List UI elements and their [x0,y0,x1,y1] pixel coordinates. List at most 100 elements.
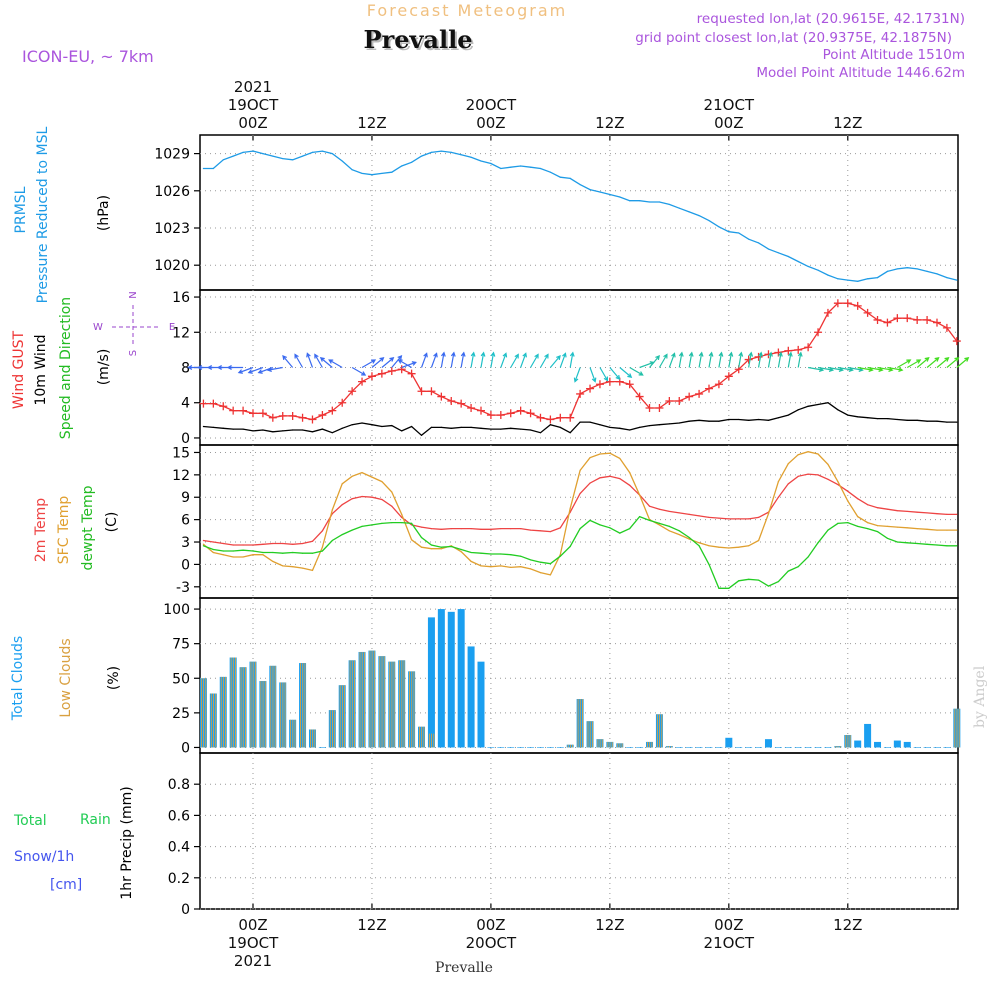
series-dewpt-temp-point [301,552,304,554]
low-cloud-bar [651,741,653,748]
series-prmsl-point [886,270,889,272]
series-prmsl-point [698,215,700,217]
series-dewpt-temp-point [292,551,294,554]
series-2m-temp-point [272,542,274,545]
wind-arrow [237,366,254,374]
series-prmsl-point [579,184,581,186]
series-10m-wind-point [579,421,581,423]
total-cloud-bar [725,737,733,748]
series-dewpt-temp-point [639,516,641,518]
series-dewpt-temp [203,515,957,589]
series-2m-temp-point [738,518,740,520]
low-cloud-bar [403,660,405,748]
low-cloud-bar [399,660,401,748]
y-tick-label: 6 [181,513,190,529]
wind-arrow [688,351,694,368]
low-cloud-bar [203,678,205,748]
gust-point [685,392,694,401]
y-tick-label: 8 [181,361,190,377]
series-sfc-temp-point [222,554,224,556]
low-cloud-bar [260,681,262,748]
series-sfc-temp-point [589,457,591,459]
series-dewpt-temp-point [906,542,908,544]
precip-total-label: Total [13,813,47,829]
low-cloud-bar [419,726,420,748]
series-2m-temp-point [916,511,918,513]
series-10m-wind-point [787,414,789,416]
low-cloud-bar [235,657,236,748]
series-prmsl-point [212,167,214,170]
series-10m-wind-point [549,424,551,426]
wind-arrow [619,367,633,378]
gust-point [457,399,466,408]
series-dewpt-temp-point [807,556,809,558]
series-dewpt-temp-point [748,578,750,580]
series-2m-temp-point [936,513,938,515]
series-10m-wind-point [232,428,234,430]
bottom-time-label: 21OCT [704,934,755,952]
wind-10m-label: 10m Wind [33,334,49,405]
bottom-time-label: 12Z [595,916,624,934]
total-cloud-bar [427,617,435,748]
series-10m-wind-point [946,421,948,423]
series-2m-temp-point [857,498,859,500]
series-prmsl-point [371,174,373,176]
series-prmsl-point [569,177,571,179]
wind-arrow [559,352,567,368]
series-2m-temp-point [430,527,433,530]
series-10m-wind-point [748,419,750,421]
top-time-label: 19OCT [228,96,279,114]
series-prmsl-point [926,270,928,272]
series-prmsl-point [262,153,264,155]
series-10m-wind-point [639,426,641,428]
top-time-label: 12Z [357,114,386,132]
series-2m-temp-point [401,516,403,518]
series-dewpt-temp-point [549,563,551,565]
series-prmsl-point [539,167,542,170]
wind-arrow [887,366,904,372]
series-prmsl-point [658,201,661,203]
total-cloud-bar [854,740,862,748]
series-10m-wind-point [222,427,224,429]
series-10m-wind-point [401,430,403,432]
low-cloud-bar [300,663,301,748]
low-cloud-bar [591,721,593,748]
low-cloud-bar [309,729,311,748]
series-sfc-temp-point [242,556,244,558]
series-prmsl-point [589,188,591,191]
total-cloud-bar [874,741,882,748]
precip-unit: 1hr Precip (mm) [119,786,135,899]
low-cloud-bar [363,651,365,748]
gust-point [625,380,634,389]
wind-arrow [351,366,367,376]
panel-frame [199,444,959,599]
wind-arrow [440,351,446,368]
gust-point [595,380,604,389]
gust-point [358,377,367,386]
low-cloud-bar [244,667,246,748]
wind-arrow [589,367,597,383]
series-prmsl-point [202,167,205,170]
low-cloud-bar [371,650,373,748]
low-clouds-label: Low Clouds [58,638,74,717]
bottom-time-label: 12Z [833,916,862,934]
series-sfc-temp-point [579,469,581,471]
total-cloud-bar [437,609,445,748]
series-dewpt-temp-point [202,545,205,547]
gust-point [714,380,723,389]
series-dewpt-temp-point [589,519,591,521]
series-2m-temp-point [797,475,799,477]
low-cloud-bar [671,746,673,748]
series-prmsl-point [936,273,938,275]
series-2m-temp-point [252,544,254,546]
low-cloud-bar [215,693,217,748]
gust-point [467,404,476,413]
y-tick-label: 1023 [154,221,190,237]
series-10m-wind-point [867,417,869,419]
series-sfc-temp-point [797,454,799,456]
gust-point [605,377,614,386]
precip-snow-label: Snow/1h [14,849,74,865]
series-dewpt-temp-point [480,552,482,554]
bottom-time-label: 00Z [476,916,505,934]
series-10m-wind-point [807,405,809,407]
